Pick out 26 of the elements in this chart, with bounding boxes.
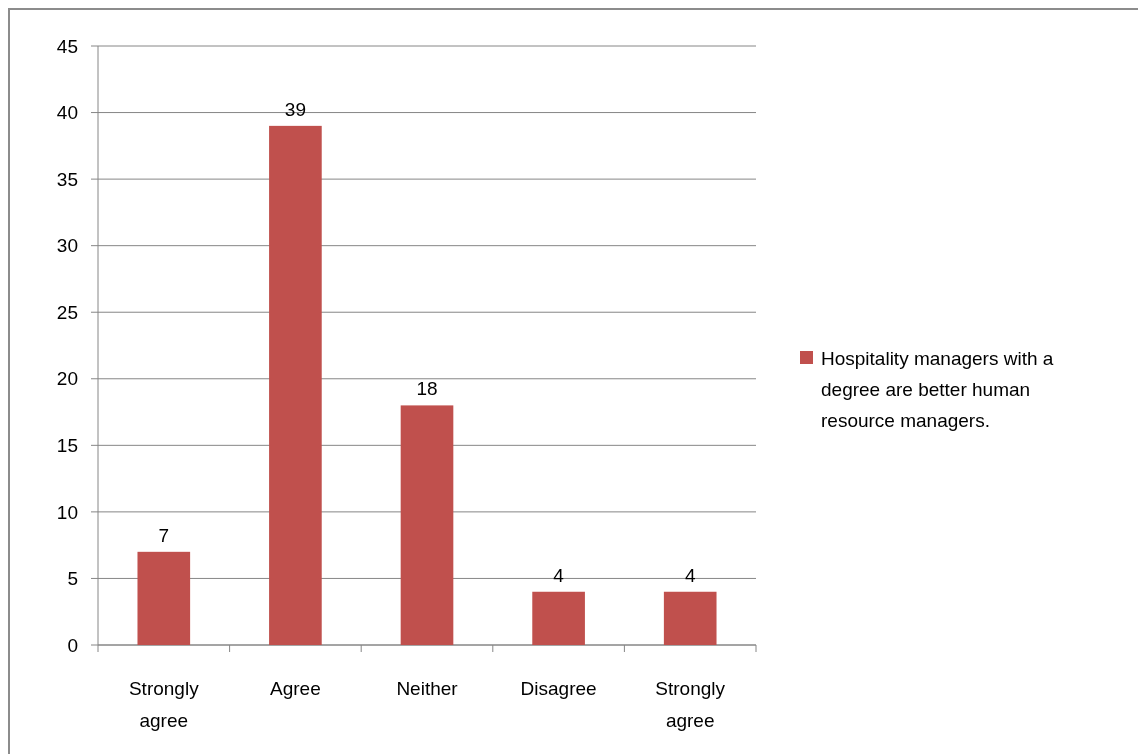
bar: [663, 591, 717, 645]
data-label: 39: [284, 98, 306, 120]
data-label: 4: [684, 564, 696, 586]
data-label: 4: [553, 564, 565, 586]
y-tick-label: 10: [56, 501, 78, 523]
data-label: 18: [416, 378, 438, 400]
x-tick-label: Strongly agree: [655, 678, 726, 731]
y-tick-label: 5: [67, 568, 78, 590]
y-tick-label: 35: [56, 168, 78, 190]
y-tick-label: 0: [67, 634, 78, 656]
y-tick-label: 15: [56, 434, 78, 456]
data-label: 7: [158, 524, 170, 546]
y-tick-label: 30: [56, 235, 78, 257]
y-tick-label: 20: [56, 368, 78, 390]
legend-label: Hospitality managers with a degree are better human resource managers.: [821, 348, 1054, 431]
x-tick-label: Disagree: [520, 678, 597, 699]
y-tick-label: 25: [56, 301, 78, 323]
bar: [269, 125, 322, 645]
bar: [400, 405, 454, 645]
x-tick-label: Neither: [396, 678, 459, 699]
y-tick-label: 45: [56, 35, 78, 57]
bar: [532, 591, 585, 645]
x-tick-label: Agree: [270, 678, 321, 699]
y-tick-label: 40: [56, 102, 78, 124]
x-tick-label: Strongly agree: [128, 678, 200, 731]
bar: [137, 551, 191, 645]
